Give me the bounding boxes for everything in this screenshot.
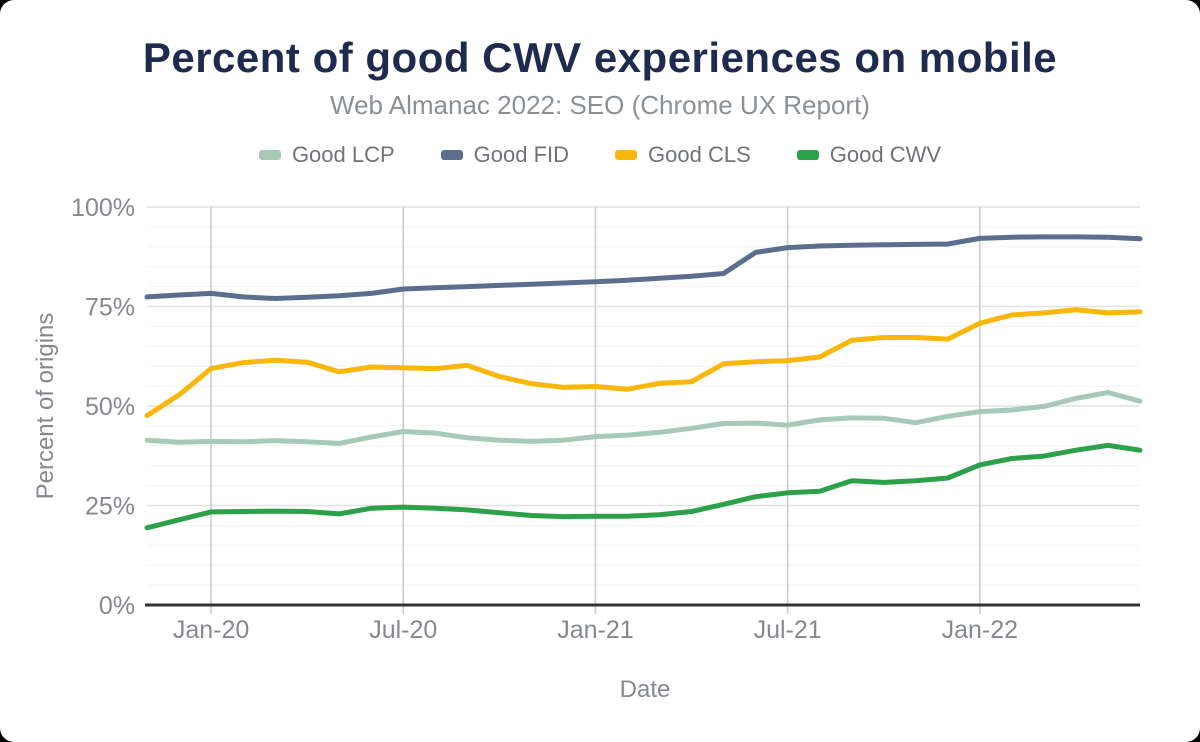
legend: Good LCP Good FID Good CLS Good CWV: [0, 142, 1200, 168]
legend-item-good-cwv[interactable]: Good CWV: [796, 142, 942, 168]
legend-item-good-lcp[interactable]: Good LCP: [258, 142, 395, 168]
series-line-good-lcp: [144, 390, 1143, 446]
y-tick-label: 0%: [99, 592, 135, 620]
y-tick-label: 50%: [85, 393, 135, 421]
chart-subtitle: Web Almanac 2022: SEO (Chrome UX Report): [330, 90, 870, 120]
chart-title: Percent of good CWV experiences on mobil…: [142, 34, 1058, 81]
legend-label-good-cls: Good CLS: [648, 142, 751, 167]
legend-label-good-lcp: Good LCP: [291, 142, 395, 167]
x-tick-label: Jan-20: [173, 616, 249, 644]
legend-item-good-fid[interactable]: Good FID: [440, 142, 570, 168]
legend-swatch-good-cwv: [796, 150, 819, 160]
y-tick-label: 75%: [85, 294, 135, 322]
x-tick-label: Jan-21: [557, 616, 633, 644]
x-tick-label: Jul-20: [369, 616, 437, 644]
y-tick-label: 100%: [71, 194, 135, 222]
series-line-good-fid: [144, 234, 1143, 301]
legend-swatch-good-lcp: [258, 150, 281, 160]
legend-swatch-good-cls: [615, 150, 638, 160]
legend-item-good-cls[interactable]: Good CLS: [615, 142, 751, 168]
legend-swatch-good-fid: [440, 150, 463, 160]
series-line-good-cwv: [144, 442, 1143, 531]
y-tick-label: 25%: [85, 493, 135, 521]
legend-label-good-cwv: Good CWV: [829, 142, 942, 167]
x-tick-label: Jan-22: [942, 616, 1018, 644]
x-axis-title: Date: [619, 676, 671, 703]
x-tick-label: Jul-21: [754, 616, 822, 644]
legend-label-good-fid: Good FID: [473, 142, 570, 167]
series-line-good-cls: [144, 307, 1143, 419]
